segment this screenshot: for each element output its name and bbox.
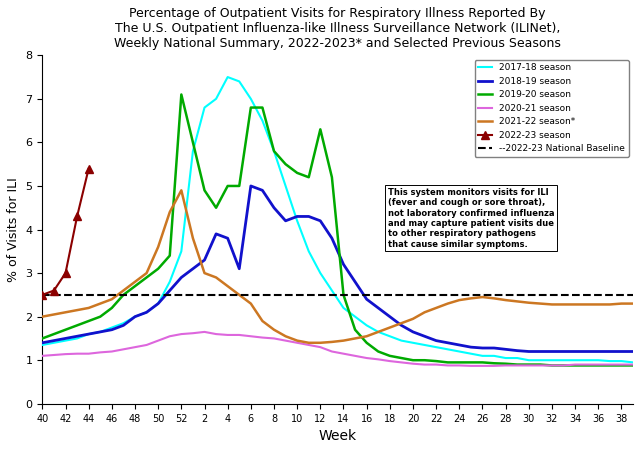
Text: This system monitors visits for ILI
(fever and cough or sore throat),
not labora: This system monitors visits for ILI (fev… — [388, 188, 554, 249]
X-axis label: Week: Week — [319, 429, 356, 443]
Y-axis label: % of Visits for ILI: % of Visits for ILI — [7, 177, 20, 282]
Legend: 2017-18 season, 2018-19 season, 2019-20 season, 2020-21 season, 2021-22 season*,: 2017-18 season, 2018-19 season, 2019-20 … — [475, 60, 628, 157]
Title: Percentage of Outpatient Visits for Respiratory Illness Reported By
The U.S. Out: Percentage of Outpatient Visits for Resp… — [115, 7, 561, 50]
